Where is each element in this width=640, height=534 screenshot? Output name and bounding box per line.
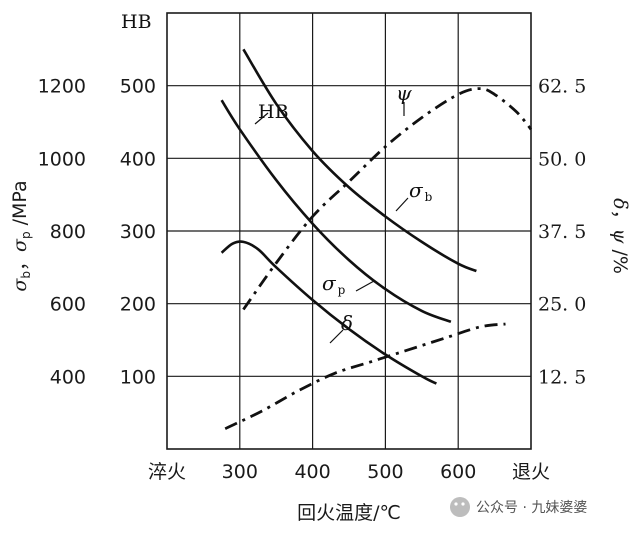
mpa-tick-800: 800 xyxy=(50,221,86,243)
x-tick-300: 300 xyxy=(222,461,258,483)
series-psi-line xyxy=(242,87,533,311)
mpa-tick-1200: 1200 xyxy=(38,76,86,98)
mpa-tick-400: 400 xyxy=(50,366,86,388)
grid xyxy=(167,13,531,449)
pct-tick-37. 5: 37. 5 xyxy=(538,221,586,243)
mpa-tick-1000: 1000 xyxy=(38,148,86,170)
x-tick-退火: 退火 xyxy=(512,461,550,483)
hb-axis-title: HB xyxy=(121,11,152,33)
pct-tick-labels: 12. 5 25. 0 37. 5 50. 0 62. 5 xyxy=(538,76,586,389)
pct-tick-50. 0: 50. 0 xyxy=(538,148,586,170)
series-sigma-b-line xyxy=(242,48,477,273)
plot-frame xyxy=(166,12,532,450)
hb-curve-label: HB xyxy=(258,101,289,123)
watermark: 公众号 · 九妹婆婆 xyxy=(450,497,587,517)
mpa-tick-labels: 400 600 800 1000 1200 xyxy=(38,76,86,389)
hb-label-leader xyxy=(254,112,269,125)
pct-tick-12. 5: 12. 5 xyxy=(538,366,586,388)
sigma-p-label-leader xyxy=(355,280,375,292)
wechat-icon xyxy=(450,497,470,517)
sigma-b-label-leader xyxy=(395,197,409,212)
hb-tick-500: 500 xyxy=(120,76,156,98)
pct-axis-title: δ，ψ /% xyxy=(609,198,631,274)
x-tick-淬火: 淬火 xyxy=(148,461,186,483)
wechat-icon-eye-left xyxy=(454,502,458,506)
mpa-axis-title: σb，σp /MPa xyxy=(9,180,33,291)
hb-tick-200: 200 xyxy=(120,294,156,316)
hb-tick-400: 400 xyxy=(120,148,156,170)
x-axis-title: 回火温度/℃ xyxy=(297,502,401,524)
series-sigma-p-line xyxy=(220,240,437,385)
series-delta-line xyxy=(224,322,506,430)
pct-tick-25. 0: 25. 0 xyxy=(538,294,586,316)
x-tick-400: 400 xyxy=(294,461,330,483)
hb-tick-300: 300 xyxy=(120,221,156,243)
curves xyxy=(220,48,533,430)
x-tick-labels: 淬火 300 400 500 600 退火 xyxy=(148,461,550,483)
mpa-tick-600: 600 xyxy=(50,294,86,316)
hb-tick-labels: 100 200 300 400 500 xyxy=(120,76,156,389)
pct-tick-62. 5: 62. 5 xyxy=(538,76,586,98)
x-tick-600: 600 xyxy=(440,461,476,483)
x-tick-500: 500 xyxy=(367,461,403,483)
hb-tick-100: 100 xyxy=(120,366,156,388)
series-hb-line xyxy=(220,99,452,324)
delta-label-leader xyxy=(329,329,344,344)
psi-label: ψ xyxy=(396,81,412,105)
wechat-icon-eye-right xyxy=(461,502,465,506)
delta-label: δ xyxy=(341,311,353,335)
watermark-text: 公众号 · 九妹婆婆 xyxy=(476,500,587,516)
